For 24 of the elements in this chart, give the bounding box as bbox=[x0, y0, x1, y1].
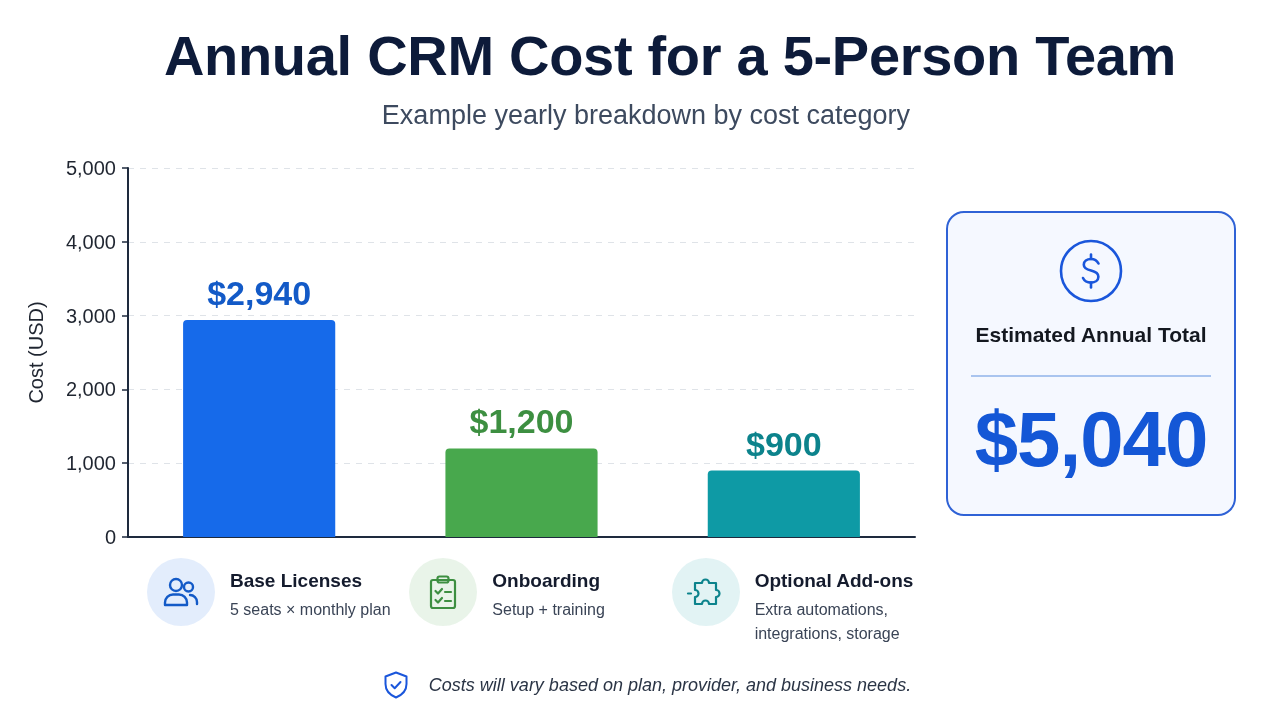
y-tick-label: 0 bbox=[104, 526, 116, 548]
x-tick-label: Onboarding bbox=[492, 569, 601, 593]
y-tick-label: 1,000 bbox=[65, 452, 116, 475]
text: Estimated Annual Total bbox=[974, 322, 1208, 348]
chart-title: Annual CRM Cost for a 5-Person Team bbox=[162, 23, 1178, 89]
text: 5 seats × monthly plan bbox=[230, 600, 392, 620]
y-axis-title: Cost (USD) bbox=[25, 301, 47, 404]
bar bbox=[445, 448, 598, 537]
bar bbox=[183, 320, 336, 537]
x-tick-label: Base Licenses bbox=[230, 569, 364, 593]
y-tick-label: 2,000 bbox=[65, 378, 116, 401]
text: Costs will vary based on plan, provider, and business needs. bbox=[428, 674, 912, 697]
y-tick-label: 4,000 bbox=[65, 230, 116, 253]
chart-subtitle: Example yearly breakdown by cost category bbox=[380, 99, 912, 132]
text: Setup + training bbox=[492, 600, 606, 620]
data-label: $2,940 bbox=[207, 274, 312, 313]
text: $5,040 bbox=[973, 394, 1209, 485]
data-label: $900 bbox=[746, 424, 822, 463]
bar bbox=[707, 470, 860, 537]
y-tick-label: 5,000 bbox=[65, 157, 116, 179]
y-tick-label: 3,000 bbox=[65, 304, 116, 327]
x-tick-label: Optional Add-ons bbox=[754, 569, 915, 593]
data-label: $1,200 bbox=[469, 402, 574, 441]
text: Extra automations, integrations, storage bbox=[754, 600, 901, 644]
